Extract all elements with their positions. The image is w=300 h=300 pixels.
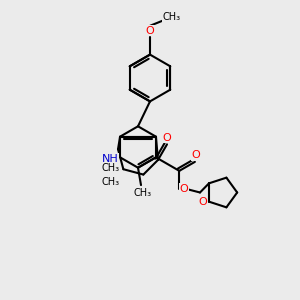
- Text: CH₃: CH₃: [102, 177, 120, 187]
- Text: CH₃: CH₃: [102, 163, 120, 173]
- Text: CH₃: CH₃: [163, 12, 181, 22]
- Text: CH₃: CH₃: [134, 188, 152, 198]
- Text: O: O: [198, 197, 207, 207]
- Text: NH: NH: [102, 154, 119, 164]
- Text: O: O: [179, 184, 188, 194]
- Text: O: O: [163, 133, 171, 143]
- Text: O: O: [191, 150, 200, 160]
- Text: O: O: [146, 26, 154, 36]
